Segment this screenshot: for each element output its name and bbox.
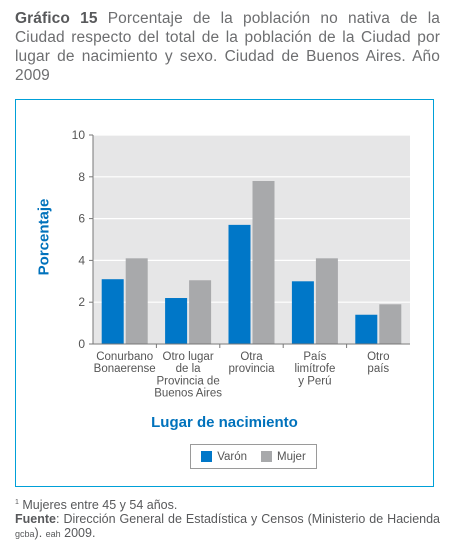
legend-swatch-varon [201,451,213,462]
legend-swatch-mujer [261,451,273,462]
x-axis-title: Lugar de nacimiento [151,414,298,431]
legend-label-varon: Varón [217,450,248,463]
bar-mujer [379,304,402,344]
legend-label-mujer: Mujer [277,450,306,463]
bar-varon [101,279,124,344]
chart-title: Gráfico 15 Porcentaje de la población no… [15,9,440,85]
bar-mujer [252,180,275,344]
legend: Varón Mujer [190,444,317,469]
y-tick-label: 0 [78,337,85,351]
x-tick-label: País limítrofe y Perú [294,351,335,387]
legend-item-mujer: Mujer [261,451,306,463]
bar-mujer [125,258,148,344]
y-tick-label: 6 [78,212,85,226]
y-tick-label: 10 [72,128,86,142]
y-tick-label: 8 [78,170,85,184]
chart-title-text: Porcentaje de la población no nativa de … [15,10,440,84]
bar-varon [291,281,314,344]
source-note: Fuente: Dirección General de Estadística… [15,512,440,540]
y-axis-title: Porcentaje [35,198,53,276]
y-tick-label: 4 [78,253,85,267]
x-tick-label: Otro país [367,351,389,375]
footnotes: 1 Mujeres entre 45 y 54 años. Fuente: Di… [15,496,440,541]
chart-number: Gráfico 15 [15,10,98,27]
bar-mujer [315,258,338,344]
bar-varon [228,224,251,344]
x-tick-label: Conurbano Bonaerense [94,351,156,375]
bar-varon [355,314,378,344]
bar-varon [165,298,188,344]
legend-item-varon: Varón [201,451,247,463]
x-tick-label: Otro lugar de la Provincia de Buenos Aires [154,351,222,400]
y-tick-label: 2 [78,295,85,309]
x-tick-label: Otra provincia [228,351,275,375]
footnote: 1 Mujeres entre 45 y 54 años. [15,498,178,512]
chart-frame [15,99,434,487]
bar-mujer [189,280,212,344]
